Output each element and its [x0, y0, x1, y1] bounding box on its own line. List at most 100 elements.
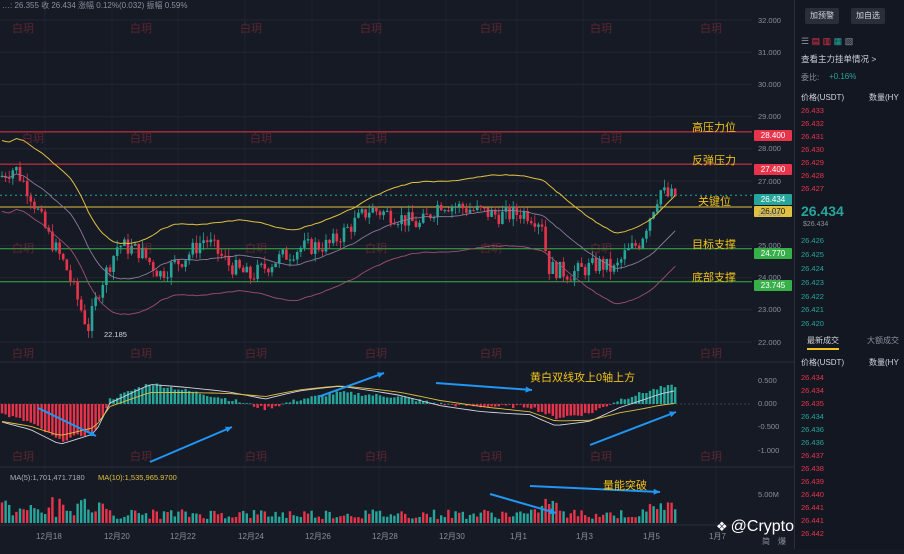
trade-row: 26.434 [801, 386, 824, 395]
macd-bar [94, 404, 97, 430]
chart-area[interactable]: …: 26.355 收 26.434 涨幅 0.12%(0.032) 振幅 0.… [0, 0, 826, 549]
volume-annotation: 量能突破 [603, 480, 647, 492]
candle-body [558, 261, 562, 279]
ask-row[interactable]: 26.431 [801, 132, 824, 141]
candle-body [126, 239, 130, 254]
candlestick-chart[interactable] [0, 0, 794, 549]
candle-body [216, 240, 220, 254]
macd-bar [357, 392, 360, 404]
ask-row[interactable]: 26.430 [801, 145, 824, 154]
macd-bar [450, 404, 454, 405]
volume-bar [609, 512, 612, 523]
volume-bar [576, 516, 580, 523]
macd-bar [587, 404, 590, 414]
macd-bar [108, 398, 112, 404]
macd-bar [141, 387, 144, 404]
volume-bar [224, 518, 227, 523]
ask-row[interactable]: 26.433 [801, 106, 824, 115]
book-asks-only-icon[interactable]: ▥ [822, 36, 832, 46]
macd-bar [404, 396, 407, 404]
bid-row[interactable]: 26.425 [801, 250, 824, 259]
macd-bar [364, 395, 367, 404]
volume-bar [278, 516, 281, 523]
macd-bar [476, 404, 479, 406]
bid-row[interactable]: 26.424 [801, 264, 824, 273]
candle-body [191, 242, 195, 255]
candle-body [493, 209, 497, 215]
macd-bar [530, 404, 533, 409]
candle-body [555, 262, 558, 279]
book-depth-icon[interactable]: ▧ [844, 36, 854, 46]
ask-row[interactable]: 26.429 [801, 158, 824, 167]
candle-body [461, 203, 465, 209]
price-axis-label: 24.000 [758, 273, 781, 282]
macd-bar [249, 403, 252, 405]
macd-bar [479, 404, 482, 408]
book-price-header: 价格(USDT) [801, 93, 845, 102]
volume-bar [94, 511, 97, 523]
price-tag-current: 26.434 [754, 194, 792, 205]
candle-body [436, 204, 439, 218]
bid-row[interactable]: 26.423 [801, 278, 824, 287]
candle-body [659, 190, 663, 205]
book-both-icon[interactable]: ☰ [801, 36, 810, 46]
watermark: 白玥 [700, 348, 722, 360]
tab-latest-trades[interactable]: 最新成交 [807, 335, 839, 350]
watermark: 白玥 [600, 133, 622, 145]
volume-bar [602, 514, 605, 523]
trade-row: 26.440 [801, 490, 824, 499]
volume-bar [314, 517, 317, 523]
volume-bar [555, 502, 558, 523]
macd-bar [288, 402, 292, 404]
main-orders-link[interactable]: 查看主力挂单情况 > [801, 54, 877, 64]
volume-bar [119, 518, 122, 523]
book-qty-header: 数量(HY [869, 93, 899, 102]
macd-bar [440, 402, 443, 404]
bid-row[interactable]: 26.426 [801, 236, 824, 245]
bid-row[interactable]: 26.422 [801, 292, 824, 301]
price-tag-24770: 24.770 [754, 248, 792, 259]
candle-body [637, 245, 641, 249]
bid-row[interactable]: 26.421 [801, 305, 824, 314]
candle-body [108, 267, 112, 272]
add-watchlist-button[interactable]: 加自选 [851, 8, 885, 24]
tab-large-trades[interactable]: 大额成交 [867, 336, 899, 345]
macd-bar [166, 387, 169, 404]
book-asks-icon[interactable]: ▤ [811, 36, 821, 46]
candle-body [18, 166, 22, 181]
candle-body [432, 217, 436, 219]
candle-body [652, 212, 655, 219]
ask-row[interactable]: 26.428 [801, 171, 824, 180]
bid-row[interactable]: 26.420 [801, 319, 824, 328]
candle-body [375, 207, 378, 212]
trade-row: 26.434 [801, 373, 824, 382]
candle-body [173, 260, 177, 263]
volume-bar [425, 513, 428, 523]
candle-body [36, 208, 40, 210]
watermark: 白玥 [12, 23, 34, 35]
candle-body [22, 180, 25, 182]
macd-bar [414, 401, 418, 404]
candle-body [155, 270, 159, 277]
macd-bar [375, 393, 378, 404]
macd-bar [324, 396, 328, 404]
volume-bar [591, 518, 594, 523]
trend-arrow [435, 382, 533, 391]
book-bids-only-icon[interactable]: ▦ [833, 36, 843, 46]
add-alert-button[interactable]: 加预警 [805, 8, 839, 24]
ask-row[interactable]: 26.432 [801, 119, 824, 128]
volume-bar [335, 517, 338, 523]
macd-bar [224, 398, 227, 404]
volume-bar [537, 512, 540, 523]
volume-bar [324, 510, 328, 523]
volume-axis-label: 5.00M [758, 490, 779, 499]
book-view-icons[interactable]: ☰ ▤ ▥ ▦ ▧ [801, 36, 853, 47]
price-tag-23745: 23.745 [754, 280, 792, 291]
macd-bar [663, 387, 666, 404]
candle-body [234, 259, 238, 275]
volume-bar [515, 512, 518, 523]
trend-arrowhead [225, 426, 232, 433]
ask-row[interactable]: 26.427 [801, 184, 824, 193]
volume-bar [22, 509, 25, 523]
volume-bar [299, 517, 302, 523]
